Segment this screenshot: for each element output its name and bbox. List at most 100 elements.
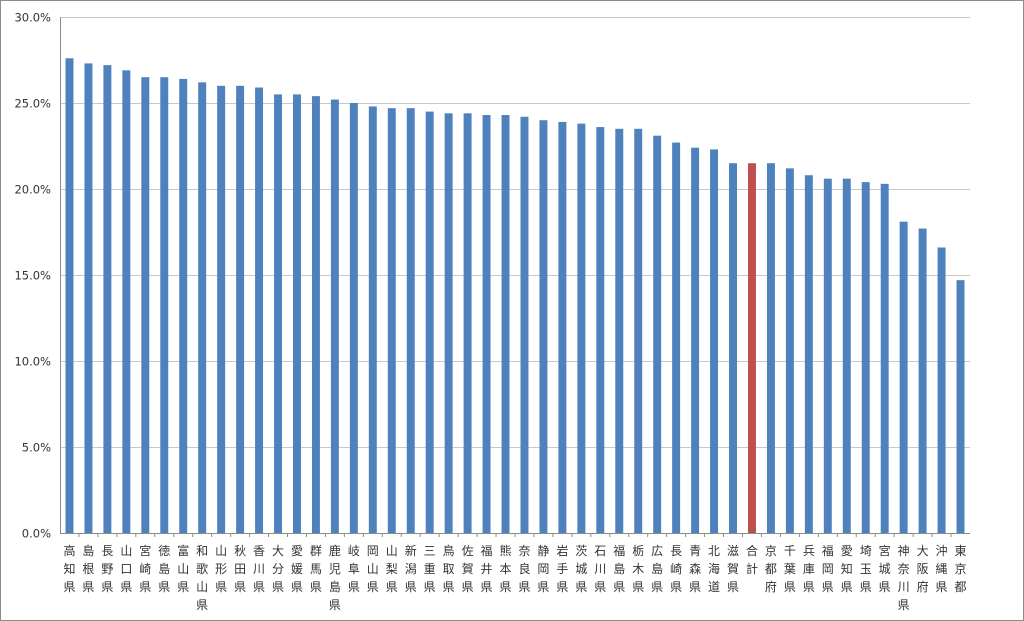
bar: [691, 147, 700, 533]
bar: [368, 106, 377, 533]
x-tick-label: 徳島県: [158, 543, 170, 594]
x-tick-label: 北海道: [708, 544, 720, 594]
x-tick-label: 福島県: [613, 543, 625, 594]
bar: [558, 121, 567, 534]
bar: [236, 85, 245, 534]
x-tick-label: 神奈川県: [898, 544, 910, 612]
bar: [653, 135, 662, 533]
axes: [60, 17, 970, 537]
bar: [937, 247, 946, 534]
bar: [444, 113, 453, 533]
bar: [766, 163, 775, 533]
bar: [577, 123, 586, 533]
y-tick-label: 30.0%: [14, 11, 51, 25]
bar: [160, 77, 169, 533]
x-tick-label: 栃木県: [632, 544, 644, 594]
bar: [842, 178, 851, 533]
x-tick-label: 滋賀県: [727, 544, 739, 594]
x-tick-label: 広島県: [651, 544, 663, 594]
bar: [103, 65, 112, 533]
bar: [255, 87, 264, 534]
bar: [141, 77, 150, 533]
bar: [672, 142, 681, 533]
x-tick-label: 岐阜県: [348, 544, 360, 594]
x-tick-label: 沖縄県: [936, 544, 948, 594]
y-tick-label: 15.0%: [14, 269, 51, 283]
bar: [785, 168, 794, 534]
x-tick-label: 高知県: [63, 543, 75, 594]
bar: [899, 221, 908, 533]
x-tick-label: 大分県: [272, 544, 284, 594]
gridlines: [60, 17, 970, 448]
x-tick-label: 秋田県: [234, 544, 246, 594]
x-tick-label: 愛媛県: [291, 544, 303, 594]
bar: [861, 182, 870, 533]
bar: [463, 113, 472, 533]
bar: [520, 116, 529, 533]
bars: [65, 58, 965, 534]
x-tick-label: 長崎県: [670, 544, 682, 594]
x-tick-label: 埼玉県: [860, 544, 872, 594]
bar: [217, 85, 226, 534]
bar: [748, 163, 756, 533]
x-tick-label: 山形県: [215, 544, 227, 594]
bar: [482, 115, 491, 533]
bar: [84, 63, 93, 533]
bar: [729, 163, 737, 533]
y-tick-label: 10.0%: [14, 355, 51, 369]
x-tick-label: 鹿児島県: [329, 543, 341, 612]
x-tick-label: 東京都: [955, 544, 967, 594]
x-tick-label: 岡山県: [367, 544, 379, 594]
x-tick-label: 和歌山県: [196, 544, 208, 612]
bar: [823, 178, 832, 533]
bar: [956, 280, 965, 533]
y-axis-tick-labels: 0.0% 5.0% 10.0% 15.0% 20.0% 25.0% 30.0%: [14, 11, 51, 541]
bar: [330, 99, 339, 533]
x-tick-label: 熊本県: [500, 543, 512, 594]
bar: [406, 108, 415, 533]
bar: [501, 115, 510, 533]
bar: [710, 149, 719, 533]
x-tick-label: 岩手県: [556, 543, 568, 594]
x-tick-label: 青森県: [689, 544, 701, 594]
x-tick-label: 山梨県: [386, 544, 398, 594]
x-tick-label: 三重県: [424, 544, 436, 594]
x-tick-label: 石川県: [594, 544, 606, 594]
x-tick-label: 富山県: [177, 543, 189, 594]
bar: [880, 183, 889, 533]
x-tick-label: 宮城県: [879, 543, 891, 594]
bar: [349, 103, 358, 533]
x-tick-label: 愛知県: [841, 544, 853, 594]
bar: [634, 128, 643, 534]
x-tick-label: 宮崎県: [139, 543, 151, 594]
x-tick-label: 新潟県: [405, 543, 417, 594]
x-tick-label: 兵庫県: [803, 544, 815, 594]
y-tick-label: 20.0%: [14, 183, 51, 197]
x-tick-label: 静岡県: [537, 544, 549, 594]
bar: [198, 82, 207, 534]
x-tick-label: 長野県: [101, 544, 113, 594]
bar: [65, 58, 74, 533]
x-tick-label: 福岡県: [822, 543, 834, 594]
x-tick-label: 群馬県: [310, 544, 322, 594]
y-tick-label: 25.0%: [14, 97, 51, 111]
x-axis-tick-labels: 高知県島根県長野県山口県宮崎県徳島県富山県和歌山県山形県秋田県香川県大分県愛媛県…: [63, 543, 966, 612]
x-tick-label: 香川県: [253, 544, 265, 594]
bar: [179, 78, 188, 534]
y-tick-label: 0.0%: [22, 527, 51, 541]
x-tick-label: 鳥取県: [443, 543, 455, 594]
bar: [293, 94, 301, 534]
bar: [918, 228, 927, 533]
bar: [615, 128, 624, 534]
x-tick-label: 奈良県: [518, 544, 530, 594]
bar: [804, 175, 813, 534]
bar: [311, 96, 320, 534]
x-tick-label: 佐賀県: [462, 544, 474, 594]
x-tick-label: 大阪府: [917, 544, 929, 594]
bar: [425, 111, 434, 533]
x-tick-label: 千葉県: [784, 544, 796, 594]
bar: [122, 70, 131, 533]
x-tick-label: 山口県: [120, 544, 132, 594]
